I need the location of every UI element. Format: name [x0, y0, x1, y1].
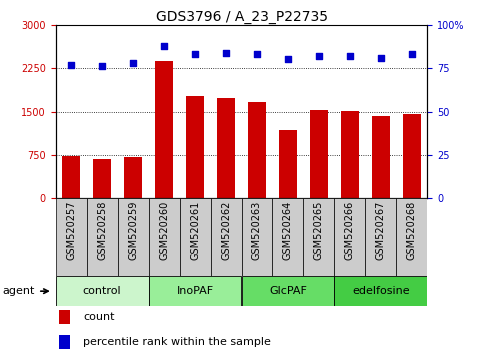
Text: GlcPAF: GlcPAF: [269, 286, 307, 296]
Bar: [334, 198, 366, 276]
Text: edelfosine: edelfosine: [352, 286, 410, 296]
Bar: [397, 198, 427, 276]
Text: GSM520260: GSM520260: [159, 201, 169, 260]
Bar: [56, 276, 149, 306]
Bar: [62, 156, 80, 198]
Bar: [366, 198, 397, 276]
Bar: [155, 61, 173, 198]
Text: count: count: [84, 312, 115, 322]
Bar: [149, 198, 180, 276]
Text: agent: agent: [3, 286, 48, 296]
Bar: [56, 198, 86, 276]
Point: [377, 55, 385, 61]
Point: [346, 53, 354, 59]
Point: [67, 62, 75, 68]
Point: [191, 51, 199, 57]
Bar: [86, 198, 117, 276]
Bar: [279, 130, 297, 198]
Bar: [217, 98, 235, 198]
Text: GSM520267: GSM520267: [376, 201, 386, 260]
Point: [253, 51, 261, 57]
Text: GSM520265: GSM520265: [314, 201, 324, 260]
Point: [315, 53, 323, 59]
Bar: [93, 159, 112, 198]
Text: InoPAF: InoPAF: [176, 286, 213, 296]
Bar: [303, 198, 334, 276]
Point: [129, 60, 137, 66]
Bar: [117, 198, 149, 276]
Text: GSM520258: GSM520258: [97, 201, 107, 260]
Bar: [334, 276, 427, 306]
Text: GSM520262: GSM520262: [221, 201, 231, 260]
Bar: [242, 198, 272, 276]
Bar: [59, 335, 71, 349]
Text: control: control: [83, 286, 121, 296]
Point: [222, 50, 230, 55]
Bar: [310, 110, 328, 198]
Bar: [272, 198, 303, 276]
Text: GSM520268: GSM520268: [407, 201, 417, 260]
Point: [408, 51, 416, 57]
Text: GSM520257: GSM520257: [66, 201, 76, 260]
Point: [160, 43, 168, 48]
Text: GSM520259: GSM520259: [128, 201, 138, 260]
Point: [284, 57, 292, 62]
Bar: [341, 111, 359, 198]
Text: GSM520266: GSM520266: [345, 201, 355, 260]
Text: percentile rank within the sample: percentile rank within the sample: [84, 337, 271, 347]
Text: GSM520264: GSM520264: [283, 201, 293, 260]
Bar: [211, 198, 242, 276]
Bar: [248, 102, 266, 198]
Bar: [59, 310, 71, 324]
Bar: [372, 115, 390, 198]
Text: GSM520263: GSM520263: [252, 201, 262, 260]
Point: [98, 64, 106, 69]
Title: GDS3796 / A_23_P22735: GDS3796 / A_23_P22735: [156, 10, 327, 24]
Bar: [186, 97, 204, 198]
Text: GSM520261: GSM520261: [190, 201, 200, 260]
Bar: [149, 276, 242, 306]
Bar: [403, 114, 421, 198]
Bar: [124, 156, 142, 198]
Bar: [180, 198, 211, 276]
Bar: [242, 276, 334, 306]
